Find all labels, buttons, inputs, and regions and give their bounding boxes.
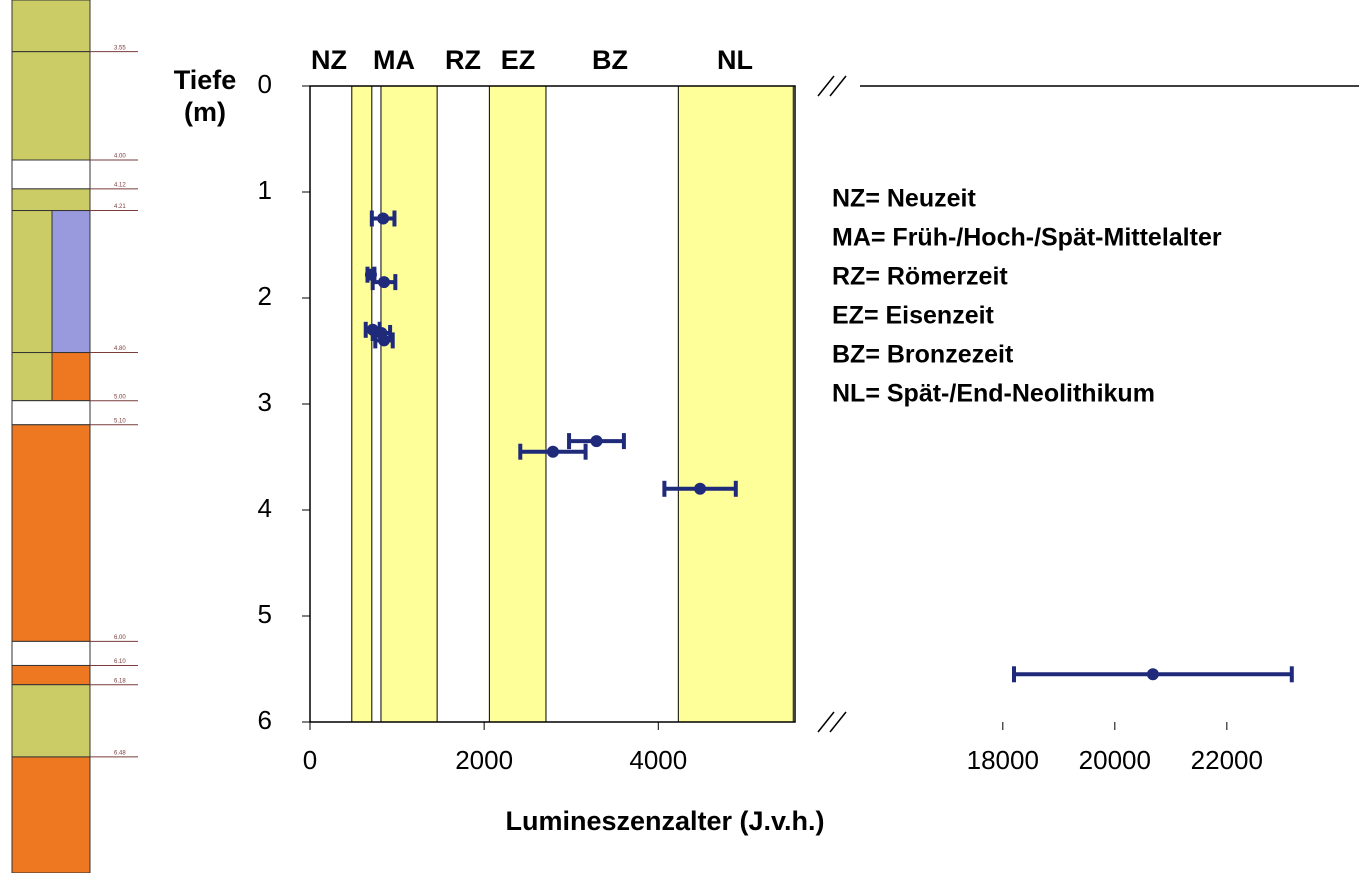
y-tick-label: 6 bbox=[258, 705, 272, 735]
layer bbox=[12, 641, 90, 665]
layer bbox=[12, 685, 90, 757]
legend-text: BZ= Bronzezeit bbox=[832, 341, 1014, 369]
column-label: 4.12 bbox=[114, 182, 126, 188]
period-label: BZ bbox=[592, 45, 628, 75]
layer bbox=[12, 189, 90, 211]
column-label: 4.80 bbox=[114, 346, 126, 352]
layer bbox=[12, 665, 90, 684]
point bbox=[590, 435, 602, 447]
point bbox=[1147, 668, 1159, 680]
y-tick-label: 5 bbox=[258, 599, 272, 629]
period-label: MA bbox=[373, 45, 415, 75]
layer bbox=[12, 401, 90, 425]
x-axis-label: Lumineszenzalter (J.v.h.) bbox=[505, 806, 824, 836]
point bbox=[377, 213, 389, 225]
layer bbox=[12, 757, 90, 873]
layer bbox=[12, 0, 90, 52]
x-tick-label: 2000 bbox=[455, 745, 513, 775]
x-tick-label: 4000 bbox=[629, 745, 687, 775]
layer bbox=[12, 160, 90, 189]
point bbox=[378, 276, 390, 288]
period-band bbox=[381, 86, 437, 722]
layer bbox=[52, 211, 90, 353]
period-band bbox=[489, 86, 546, 722]
layer bbox=[12, 211, 52, 353]
column-label: 4.00 bbox=[114, 154, 126, 160]
layer bbox=[12, 425, 90, 642]
legend-text: NL= Spät-/End-Neolithikum bbox=[832, 380, 1155, 408]
legend-text: RZ= Römerzeit bbox=[832, 263, 1008, 291]
x-tick-label: 22000 bbox=[1191, 745, 1263, 775]
column-label: 5.10 bbox=[114, 418, 126, 424]
period-band bbox=[678, 86, 793, 722]
period-label: RZ bbox=[445, 45, 481, 75]
y-tick-label: 0 bbox=[258, 69, 272, 99]
legend-text: NZ= Neuzeit bbox=[832, 185, 976, 213]
y-tick-label: 1 bbox=[258, 175, 272, 205]
column-label: 3.55 bbox=[114, 45, 126, 51]
period-label: NL bbox=[717, 45, 753, 75]
period-label: NZ bbox=[311, 45, 347, 75]
column-label: 5.00 bbox=[114, 394, 126, 400]
legend-text: MA= Früh-/Hoch-/Spät-Mittelalter bbox=[832, 224, 1222, 252]
y-tick-label: 4 bbox=[258, 493, 272, 523]
column-label: 6.48 bbox=[114, 751, 126, 757]
point bbox=[378, 334, 390, 346]
chart: 3.55 4.00 4.12 4.21 4.80 5.00 5.10 6.00 6.10 6.18… bbox=[0, 0, 1359, 873]
column-label: 6.18 bbox=[114, 678, 126, 684]
layer bbox=[12, 353, 52, 401]
x-tick-label: 0 bbox=[303, 745, 317, 775]
x-tick-label: 18000 bbox=[967, 745, 1039, 775]
period-band bbox=[352, 86, 372, 722]
y-axis-label: Tiefe(m) bbox=[174, 65, 237, 127]
legend-text: EZ= Eisenzeit bbox=[832, 302, 995, 330]
point bbox=[547, 446, 559, 458]
point bbox=[694, 483, 706, 495]
column-label: 4.21 bbox=[114, 204, 126, 210]
period-label: EZ bbox=[501, 45, 536, 75]
y-tick-label: 2 bbox=[258, 281, 272, 311]
column-label: 6.10 bbox=[114, 659, 126, 665]
stratigraphic-column bbox=[12, 0, 90, 873]
x-tick-label: 20000 bbox=[1079, 745, 1151, 775]
layer bbox=[12, 52, 90, 160]
layer bbox=[52, 353, 90, 401]
column-label: 6.00 bbox=[114, 635, 126, 641]
y-tick-label: 3 bbox=[258, 387, 272, 417]
